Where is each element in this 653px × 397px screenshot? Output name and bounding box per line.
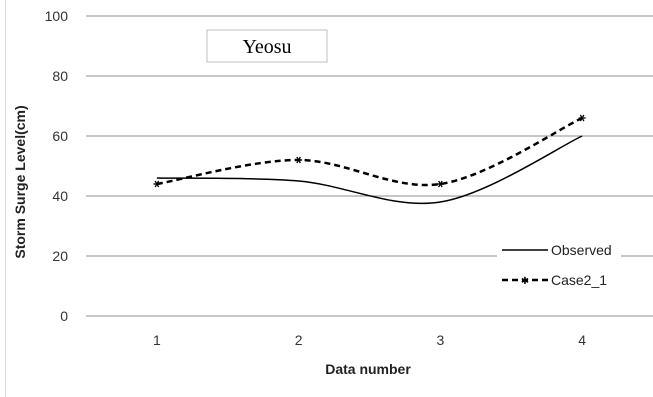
y-tick-label: 60 xyxy=(52,128,68,144)
legend: Observed ✱ Case2_1 xyxy=(497,238,621,296)
x-tick-label: 4 xyxy=(578,332,586,348)
series-line-case2-1 xyxy=(156,116,583,187)
legend-label-observed: Observed xyxy=(551,242,612,258)
legend-marker-star-icon: ✱ xyxy=(521,276,529,287)
x-tick-label: 3 xyxy=(436,332,444,348)
x-tick-labels: 1 2 3 4 xyxy=(153,332,586,348)
legend-label-case2-1: Case2_1 xyxy=(551,272,607,288)
y-tick-label: 100 xyxy=(45,8,69,24)
y-tick-labels: 0 20 40 60 80 100 xyxy=(45,8,69,324)
y-axis-title: Storm Surge Level(cm) xyxy=(12,105,28,258)
legend-background xyxy=(497,238,621,296)
series-group xyxy=(153,114,586,205)
y-tick-label: 0 xyxy=(60,308,68,324)
y-tick-label: 80 xyxy=(52,68,68,84)
data-point-case2-1 xyxy=(153,180,161,188)
data-point-case2-1 xyxy=(436,180,444,188)
data-point-case2-1 xyxy=(295,156,303,164)
data-point-case2-1 xyxy=(578,114,586,122)
x-axis-title: Data number xyxy=(325,361,411,377)
chart-title: Yeosu xyxy=(242,36,291,58)
x-tick-label: 2 xyxy=(295,332,303,348)
y-tick-label: 40 xyxy=(52,188,68,204)
chart-title-box: Yeosu xyxy=(206,29,328,63)
x-tick-label: 1 xyxy=(153,332,161,348)
series-line-observed xyxy=(156,135,583,205)
y-tick-label: 20 xyxy=(52,248,68,264)
title-box-border xyxy=(206,29,328,63)
